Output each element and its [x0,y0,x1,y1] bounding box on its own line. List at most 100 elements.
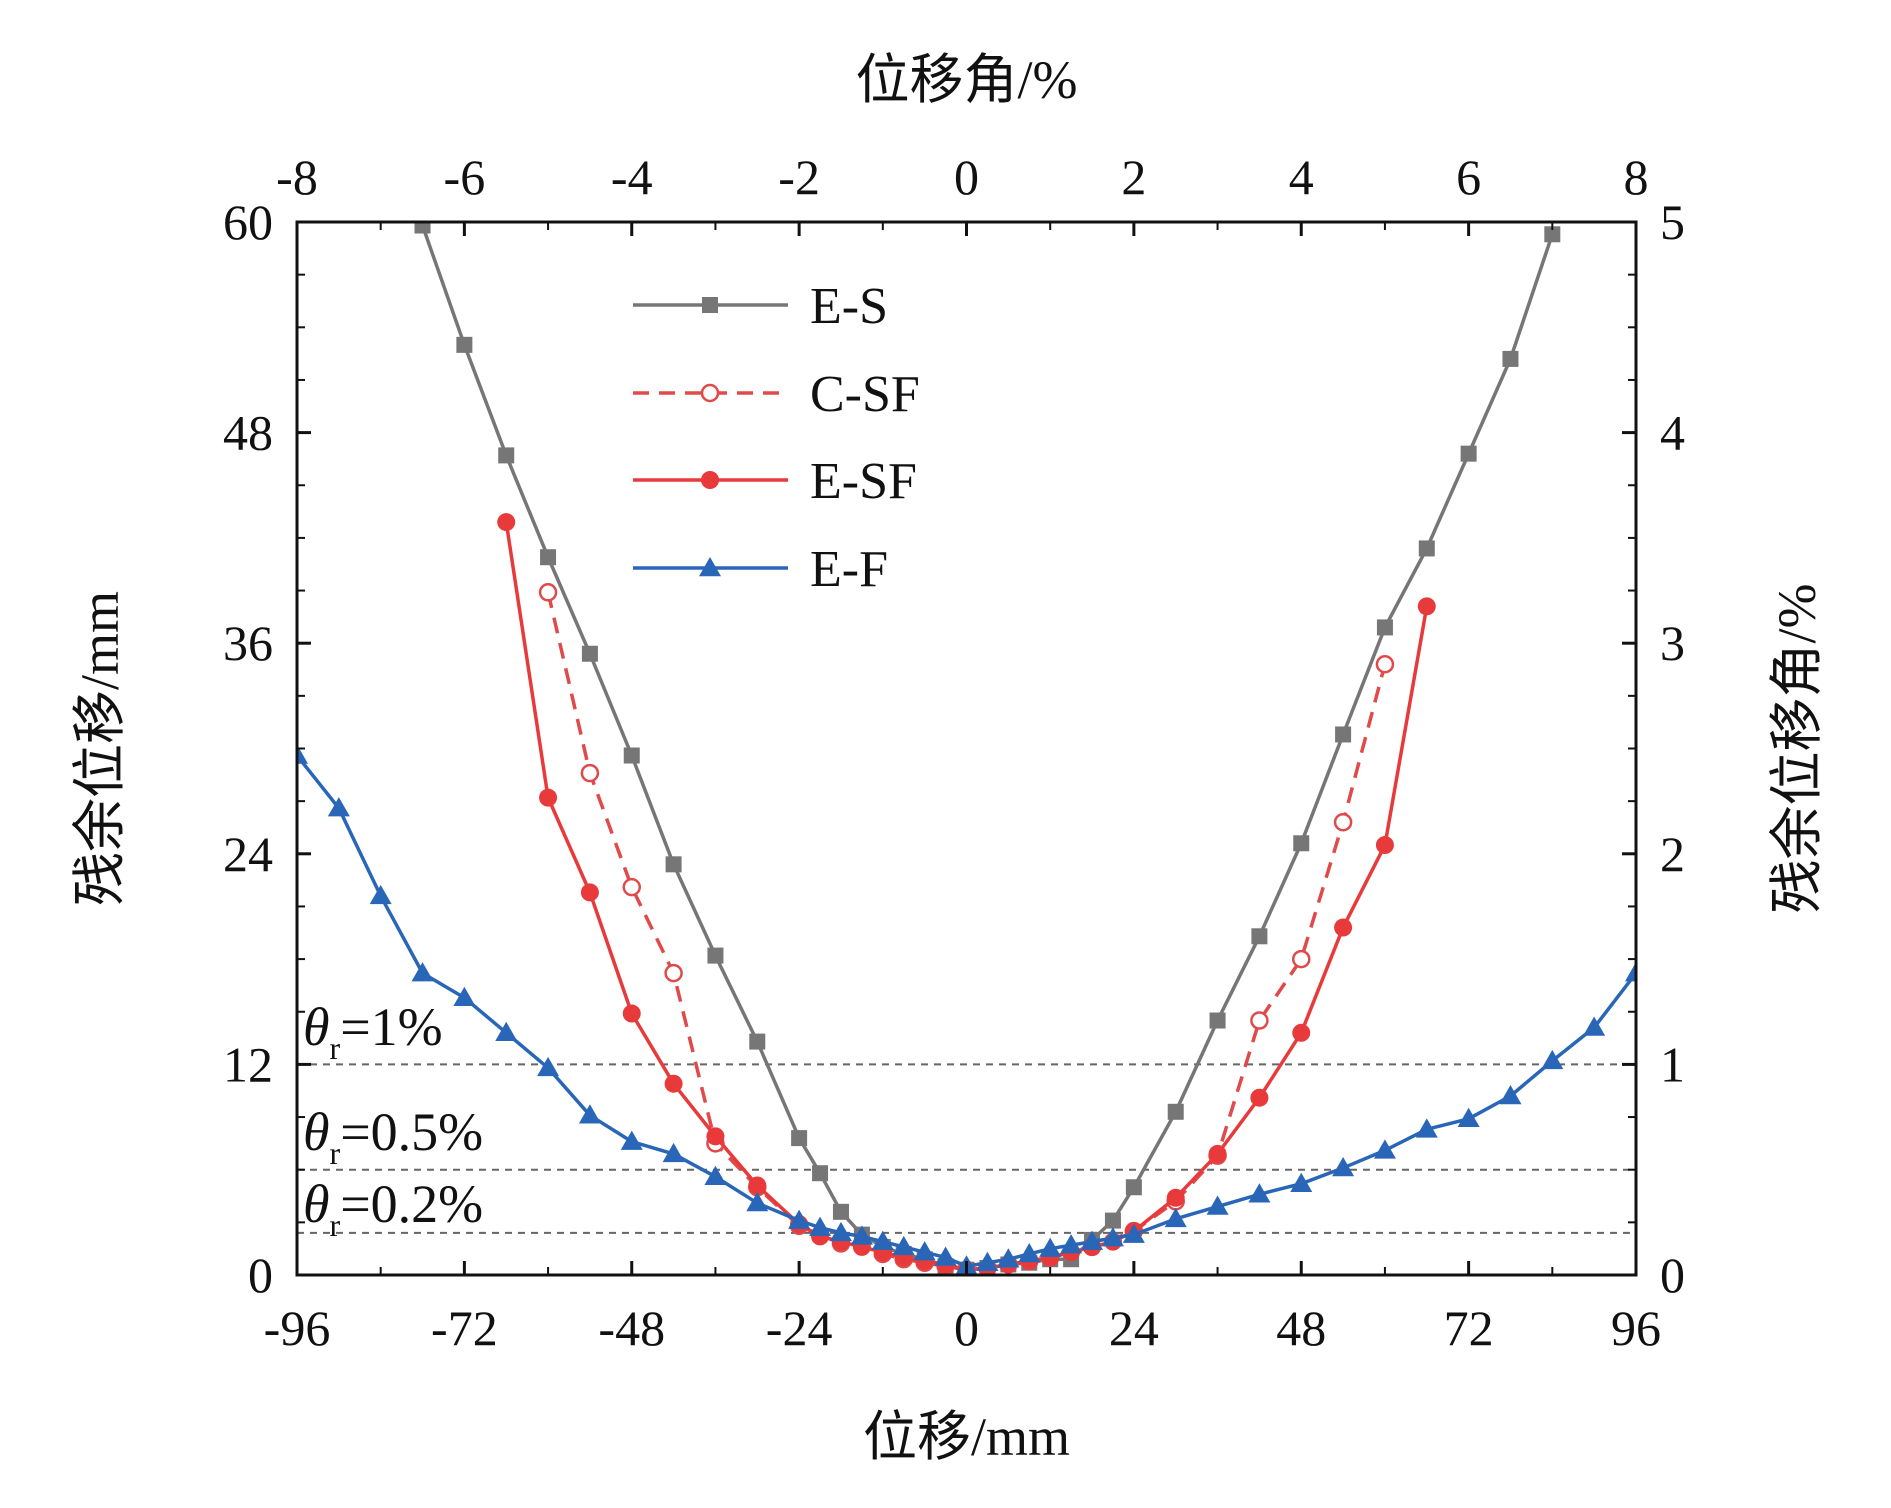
data-point-E-F [976,1251,999,1271]
y-axis-title: 残余位移/mm [70,591,130,906]
data-point-E-F [788,1209,811,1229]
x-tick-label: 96 [1611,1300,1661,1356]
y-tick-label: 12 [223,1036,273,1092]
reference-line-labels: θr=1%θr=0.5%θr=0.2% [303,997,483,1243]
x-tick-label: -24 [766,1300,833,1356]
data-point-E-F [495,1021,518,1042]
data-point-E-SF [580,883,599,902]
y2-tick-label: 5 [1660,194,1685,250]
data-point-E-SF [1334,918,1353,937]
data-point-C-SF [664,963,683,983]
tick-marks [295,220,1638,1277]
data-point-E-S [749,1033,766,1050]
data-point-E-F [1625,962,1636,982]
reference-label-0: θr=1% [303,997,443,1066]
data-point-E-SF [622,1004,641,1023]
data-point-E-S [1544,226,1561,243]
data-point-E-F [1248,1183,1271,1203]
data-point-E-F [829,1221,852,1242]
legend-label: E-SF [810,453,917,510]
data-point-E-F [1541,1049,1564,1070]
data-point-C-SF [1250,1011,1269,1030]
data-point-E-SF [1208,1144,1227,1163]
y2-tick-label: 0 [1660,1247,1685,1303]
data-point-E-SF [1375,836,1394,855]
data-point-E-F [369,884,392,905]
legend-label: E-F [810,541,888,598]
legend-label: E-S [810,278,888,335]
data-point-E-S [1104,1212,1121,1229]
data-point-E-SF [1417,597,1436,616]
x2-tick-label: 8 [1624,149,1649,205]
x2-tick-label: -6 [444,149,486,205]
x2-tick-label: 4 [1289,149,1314,205]
series-line-E-SF [504,521,1429,1272]
series-line-E-F [297,754,1636,1268]
data-point-E-S [456,336,473,353]
axes [295,220,1638,1277]
data-point-E-F [871,1230,894,1250]
legend-item-E-SF: E-SF [633,453,917,510]
reference-lines [297,1063,1636,1234]
data-point-E-S [1502,350,1519,367]
data-point-E-F [453,986,476,1006]
legend-item-C-SF: C-SF [633,366,920,423]
y-tick-label: 24 [223,826,273,882]
data-point-E-F [1499,1084,1522,1105]
data-point-E-S [665,856,682,873]
data-point-E-SF [1292,1023,1311,1042]
data-point-E-S [1251,928,1268,945]
data-point-E-S [1167,1103,1184,1120]
data-point-E-F [892,1235,915,1256]
x2-tick-label: 2 [1121,149,1146,205]
y2-tick-label: 4 [1660,405,1685,461]
x-tick-label: 72 [1444,1300,1494,1356]
legend-swatch-marker [702,297,718,313]
data-point-E-F [1373,1139,1396,1159]
legend-swatch-marker [701,471,719,489]
data-point-E-F [997,1248,1020,1268]
data-point-E-F [537,1056,560,1077]
data-point-E-S [1418,540,1435,557]
top-axis-title: 位移角/% [856,50,1078,110]
data-point-E-F [1583,1016,1606,1036]
theta-subscript: r [330,1207,341,1243]
x-axis-title: 位移/mm [863,1407,1070,1467]
theta-symbol: θ [303,1102,330,1162]
y-tick-label: 60 [223,194,273,250]
x-tick-label: 0 [954,1300,979,1356]
data-point-E-SF [1250,1088,1269,1107]
series-E-SF [497,513,1436,1275]
series-layer [297,222,1636,1275]
data-point-E-SF [1166,1188,1185,1207]
data-point-E-F [1206,1195,1229,1215]
data-point-E-F [809,1216,832,1236]
data-point-C-SF [1333,812,1353,832]
reference-value: =1% [340,997,442,1057]
data-point-E-F [1415,1118,1438,1138]
data-point-E-F [1081,1230,1104,1250]
theta-symbol: θ [303,1174,330,1234]
data-point-E-S [540,549,557,566]
data-point-E-F [913,1241,936,1261]
data-point-E-S [1293,835,1310,852]
x2-tick-label: -8 [276,149,318,205]
right-axis-title: 残余位移角/% [1767,584,1827,914]
legend-item-E-S: E-S [633,278,888,335]
reference-value: =0.5% [340,1102,483,1162]
data-point-E-F [1039,1237,1062,1257]
x-tick-label: -48 [598,1300,665,1356]
data-point-C-SF [580,763,600,783]
data-point-E-F [327,797,350,817]
data-point-E-S [414,222,431,234]
data-point-E-S [498,447,515,464]
data-point-E-F [1101,1227,1124,1247]
data-point-E-S [1376,619,1393,636]
data-point-E-F [578,1104,601,1124]
data-point-C-SF [622,877,641,897]
data-point-E-F [1457,1107,1480,1128]
data-point-E-F [934,1246,957,1266]
data-point-E-F [746,1192,769,1212]
